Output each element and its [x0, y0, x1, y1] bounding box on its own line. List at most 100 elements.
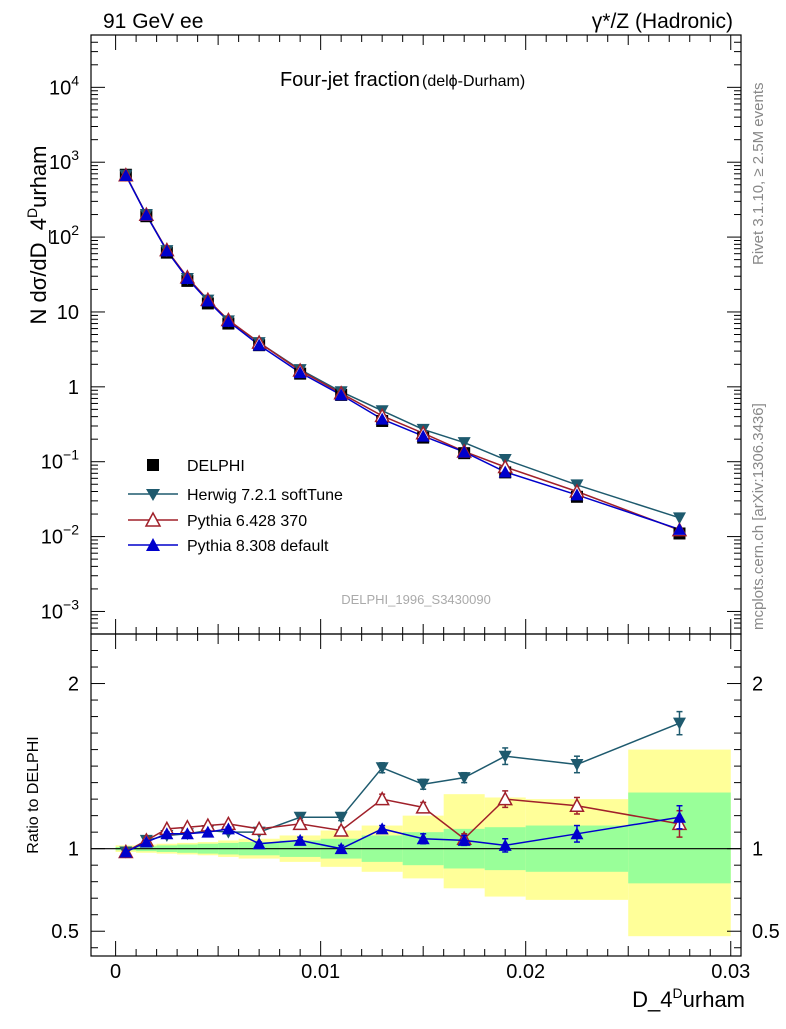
ratio-point-pythia8	[672, 810, 686, 823]
ratio-point-pythia8	[293, 833, 307, 846]
legend-label-delphi: DELPHI	[187, 458, 245, 475]
legend: DELPHI Herwig 7.2.1 softTune Pythia 6.42…	[128, 458, 343, 555]
legend-label-herwig: Herwig 7.2.1 softTune	[187, 487, 343, 504]
main-title: Four-jet fraction	[280, 69, 420, 91]
legend-marker-pythia8	[146, 538, 160, 551]
ratio-point-herwig	[334, 811, 348, 824]
main-point-herwig	[672, 512, 686, 525]
ratio-ytick-label-right: 1	[752, 839, 763, 861]
ratio-ylabel: Ratio to DELPHI	[25, 736, 42, 853]
ratio-point-pythia8	[570, 827, 584, 840]
ratio-point-pythia8	[252, 837, 266, 850]
ratio-xtick-label: 0.03	[711, 961, 750, 983]
main-point-pythia8	[180, 271, 194, 284]
side-text-bottom: mcplots.cern.ch [arXiv:1306.3436]	[750, 403, 767, 630]
main-point-pythia8	[457, 445, 471, 458]
ratio-point-pythia8	[416, 832, 430, 845]
main-point-pythia8	[160, 244, 174, 257]
main-point-pythia8	[334, 388, 348, 401]
ratio-xlabel: D_4Durham	[632, 985, 745, 1012]
legend-label-pythia8: Pythia 8.308 default	[187, 538, 329, 555]
ratio-ytick-label-right: 0.5	[752, 921, 780, 943]
side-text-top: Rivet 3.1.10, ≥ 2.5M events	[750, 83, 767, 266]
ratio-point-herwig	[498, 750, 512, 763]
ratio-ytick-label-left: 2	[68, 674, 79, 696]
legend-marker-pythia6	[144, 511, 162, 527]
legend-entry-delphi: DELPHI	[147, 458, 245, 475]
ratio-point-herwig	[457, 772, 471, 785]
ratio-xlabel-tail: urham	[683, 987, 745, 1012]
ratio-point-pythia6	[374, 791, 390, 806]
ratio-point-pythia6	[415, 799, 431, 814]
main-point-pythia8	[119, 168, 133, 181]
main-point-pythia8	[139, 208, 153, 221]
ratio-point-herwig	[416, 778, 430, 791]
main-ytick-label: 104	[49, 72, 79, 99]
ratio-xtick-label: 0.02	[506, 961, 545, 983]
main-ylabel-base: N dσ/dD_4	[26, 218, 51, 325]
ratio-point-pythia6	[292, 815, 308, 831]
main-point-pythia8	[221, 314, 235, 327]
ratio-panel: 0 0.01 0.02 0.030.5 0.51 12 2	[51, 633, 780, 983]
main-point-pythia8	[375, 412, 389, 425]
main-title-text: Four-jet fraction	[280, 69, 420, 91]
main-point-pythia8	[293, 366, 307, 379]
ratio-ytick-label-left: 1	[68, 839, 79, 861]
legend-marker-delphi	[147, 459, 159, 471]
main-ytick-label: 10−2	[41, 522, 79, 549]
ratio-frame	[90, 633, 742, 957]
ratio-point-pythia8	[221, 822, 235, 835]
main-ytick-label: 103	[49, 147, 79, 174]
ratio-ytick-label-left: 0.5	[51, 921, 79, 943]
main-line-pythia6	[125, 174, 680, 531]
main-title-sub: (delϕ-Durham)	[422, 73, 525, 90]
ratio-point-pythia8	[119, 845, 133, 858]
ratio-point-pythia8	[160, 827, 174, 840]
main-ytick-label: 102	[49, 222, 79, 249]
ratio-point-pythia6	[497, 791, 513, 806]
header-left: 91 GeV ee	[103, 10, 203, 33]
main-point-pythia8	[672, 522, 686, 535]
ratio-point-pythia8	[375, 822, 389, 835]
main-point-pythia8	[570, 488, 584, 501]
ratio-point-pythia8	[457, 833, 471, 846]
ratio-xlabel-base: D_4	[632, 987, 672, 1012]
ratio-point-pythia8	[201, 825, 215, 838]
main-ytick-label: 10−3	[41, 596, 79, 623]
legend-entry-pythia6: Pythia 6.428 370	[128, 511, 307, 530]
legend-entry-herwig: Herwig 7.2.1 softTune	[128, 487, 343, 504]
ratio-point-pythia8	[334, 842, 348, 855]
ratio-point-pythia6	[333, 822, 349, 837]
ratio-point-pythia8	[139, 835, 153, 848]
main-point-pythia8	[201, 294, 215, 307]
ratio-ytick-label-right: 2	[752, 674, 763, 696]
main-ytick-label: 10−1	[41, 447, 79, 474]
main-ytick-label: 10	[57, 302, 79, 324]
main-ylabel-tail: urham	[26, 145, 51, 207]
watermark: DELPHI_1996_S3430090	[341, 592, 491, 607]
legend-entry-pythia8: Pythia 8.308 default	[128, 538, 329, 555]
main-ylabel: N dσ/dD_4Durham	[24, 145, 51, 324]
ratio-point-herwig	[570, 758, 584, 771]
main-ytick-label: 1	[68, 377, 79, 399]
ratio-point-pythia6	[251, 820, 267, 836]
ratio-point-pythia6	[569, 797, 585, 812]
ratio-xlabel-sup: D	[673, 985, 683, 1001]
ratio-point-herwig	[375, 762, 389, 775]
ratio-point-pythia8	[498, 838, 512, 851]
ratio-point-herwig	[672, 717, 686, 730]
main-point-herwig	[457, 437, 471, 450]
main-point-pythia8	[416, 429, 430, 442]
legend-label-pythia6: Pythia 6.428 370	[187, 513, 307, 530]
main-point-pythia8	[252, 338, 266, 351]
main-line-pythia8	[125, 175, 680, 531]
main-point-pythia8	[498, 465, 512, 478]
legend-marker-herwig	[146, 489, 160, 501]
ratio-point-pythia8	[180, 827, 194, 840]
main-ylabel-sup: D	[24, 208, 40, 218]
header-right: γ*/Z (Hadronic)	[592, 10, 733, 33]
ratio-xtick-label: 0	[110, 961, 121, 983]
